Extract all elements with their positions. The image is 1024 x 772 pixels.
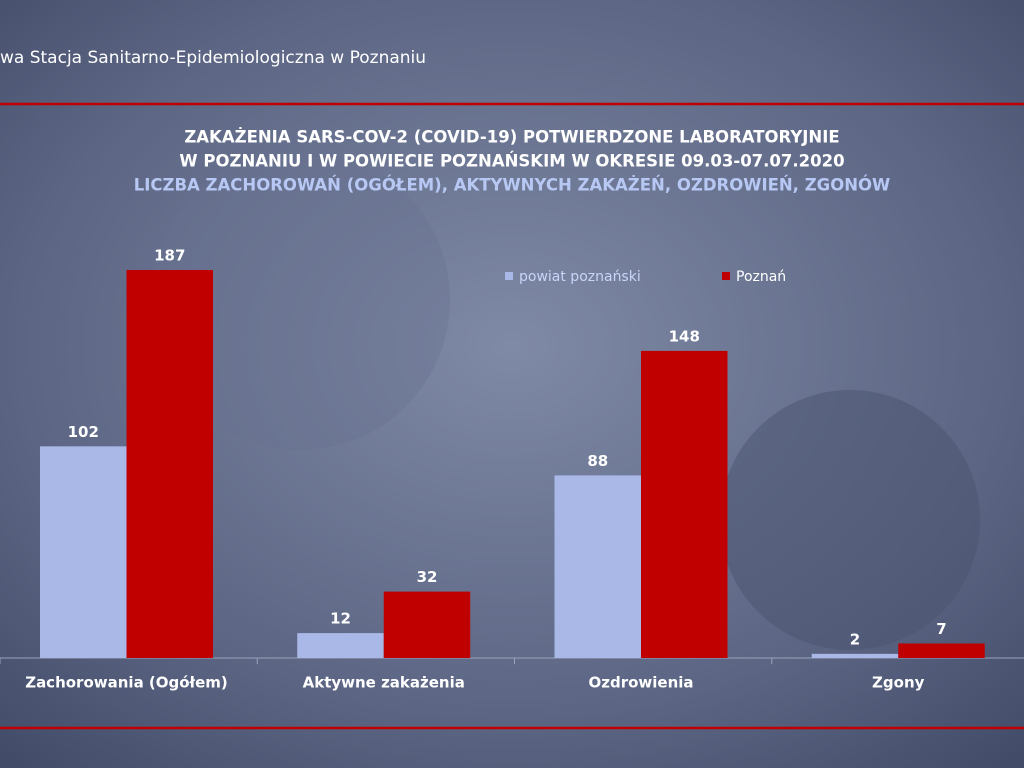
bar (898, 643, 985, 658)
value-label: 148 (669, 327, 700, 345)
x-tick-label: Zgony (872, 674, 925, 692)
legend-label: powiat poznański (519, 269, 641, 285)
legend-swatch (722, 272, 730, 280)
bar (554, 475, 641, 658)
bar (40, 446, 127, 658)
chart-title: ZAKAŻENIA SARS-COV-2 (COVID-19) POTWIERD… (184, 128, 839, 147)
chart-subtitle: LICZBA ZACHOROWAŃ (OGÓŁEM), AKTYWNYCH ZA… (134, 176, 891, 195)
value-label: 102 (68, 423, 99, 441)
decoration (150, 150, 450, 450)
x-tick-label: Aktywne zakażenia (303, 674, 465, 692)
header: wa Stacja Sanitarno-Epidemiologiczna w P… (0, 48, 426, 68)
bar (811, 653, 899, 658)
value-label: 12 (330, 610, 351, 628)
value-label: 2 (850, 630, 860, 648)
legend-swatch (505, 272, 513, 280)
x-tick-label: Zachorowania (Ogółem) (25, 674, 228, 692)
decoration (720, 390, 980, 650)
bar (297, 633, 384, 658)
chart-title: W POZNANIU I W POWIECIE POZNAŃSKIM W OKR… (179, 152, 844, 171)
value-label: 7 (936, 620, 946, 638)
value-label: 32 (417, 568, 438, 586)
bar (126, 269, 213, 658)
legend-label: Poznań (736, 269, 786, 285)
x-tick-label: Ozdrowienia (588, 674, 693, 692)
bar (641, 350, 728, 658)
value-label: 187 (154, 246, 185, 264)
bar (383, 591, 471, 658)
value-label: 88 (587, 452, 608, 470)
